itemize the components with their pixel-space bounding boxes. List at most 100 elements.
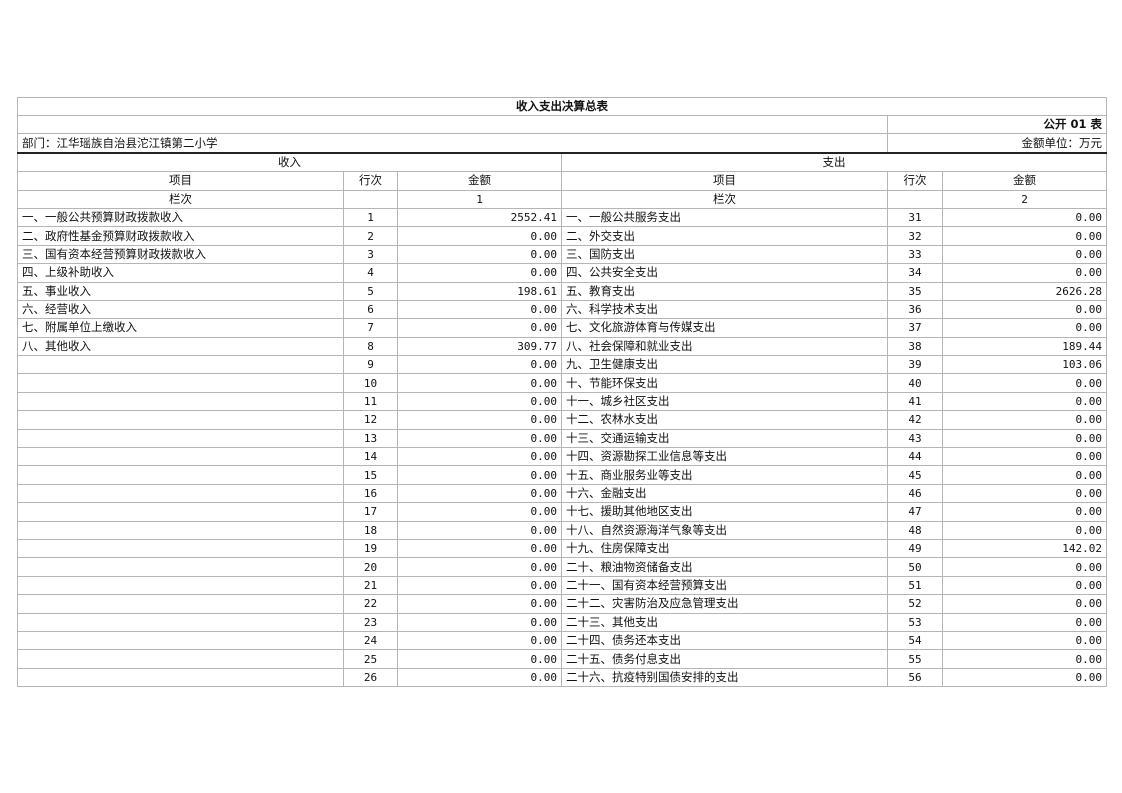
- income-expense-summary-table: 收入支出决算总表 公开 01 表 部门：江华瑶族自治县沱江镇第二小学 金额单位：万…: [16, 97, 1108, 688]
- table-row: 25 0.00 二十五、债务付息支出 55 0.00: [17, 649, 1108, 669]
- expense-item-cell: 十五、商业服务业等支出: [561, 465, 888, 485]
- table-row: 14 0.00 十四、资源勘探工业信息等支出 44 0.00: [17, 447, 1108, 467]
- expense-amount-header: 金额: [941, 171, 1108, 191]
- expense-line-cell: 44: [887, 447, 943, 467]
- table-row: 15 0.00 十五、商业服务业等支出 45 0.00: [17, 465, 1108, 485]
- income-line-cell: 15: [343, 465, 398, 485]
- income-line-cell: 8: [343, 336, 398, 357]
- expense-line-cell: 45: [887, 465, 943, 485]
- expense-item-cell: 十三、交通运输支出: [561, 428, 888, 449]
- expense-amount-cell: 0.00: [941, 207, 1108, 228]
- income-amount-cell: 0.00: [397, 557, 562, 577]
- income-amount-cell: 0.00: [397, 428, 562, 449]
- expense-amount-cell: 0.00: [941, 483, 1108, 504]
- income-col-number: 1: [397, 189, 562, 209]
- expense-item-cell: 十八、自然资源海洋气象等支出: [561, 520, 888, 540]
- income-item-cell: [17, 612, 344, 632]
- income-line-cell: 9: [343, 355, 398, 375]
- expense-line-cell: 55: [887, 649, 943, 669]
- income-item-cell: [17, 630, 344, 651]
- income-item-cell: [17, 502, 344, 522]
- income-line-cell: 3: [343, 244, 398, 265]
- table-row: 七、附属单位上缴收入 7 0.00 七、文化旅游体育与传媒支出 37 0.00: [17, 318, 1108, 338]
- income-amount-cell: 309.77: [397, 336, 562, 357]
- expense-amount-cell: 0.00: [941, 630, 1108, 651]
- expense-item-cell: 二十五、债务付息支出: [561, 649, 888, 669]
- expense-item-cell: 五、教育支出: [561, 281, 888, 301]
- expense-line-cell: 54: [887, 630, 943, 651]
- expense-item-cell: 二十六、抗疫特别国债安排的支出: [561, 667, 888, 688]
- income-amount-cell: 0.00: [397, 263, 562, 283]
- table-row: 9 0.00 九、卫生健康支出 39 103.06: [17, 355, 1108, 375]
- expense-item-cell: 二、外交支出: [561, 226, 888, 246]
- income-item-cell: [17, 520, 344, 540]
- income-item-cell: [17, 667, 344, 688]
- income-amount-cell: 0.00: [397, 318, 562, 338]
- expense-item-cell: 一、一般公共服务支出: [561, 207, 888, 228]
- expense-line-cell: 33: [887, 244, 943, 265]
- income-item-cell: [17, 410, 344, 430]
- expense-line-cell: 47: [887, 502, 943, 522]
- income-line-header: 行次: [343, 171, 398, 191]
- expense-amount-cell: 0.00: [941, 520, 1108, 540]
- expense-line-cell: 49: [887, 538, 943, 559]
- income-amount-cell: 0.00: [397, 538, 562, 559]
- expense-item-cell: 二十四、债务还本支出: [561, 630, 888, 651]
- expense-item-cell: 十一、城乡社区支出: [561, 391, 888, 412]
- expense-item-cell: 十七、援助其他地区支出: [561, 502, 888, 522]
- expense-item-cell: 十四、资源勘探工业信息等支出: [561, 447, 888, 467]
- table-row: 五、事业收入 5 198.61 五、教育支出 35 2626.28: [17, 281, 1108, 301]
- expense-line-cell: 43: [887, 428, 943, 449]
- table-row: 六、经营收入 6 0.00 六、科学技术支出 36 0.00: [17, 299, 1108, 320]
- expense-line-cell: 40: [887, 373, 943, 393]
- expense-amount-cell: 0.00: [941, 318, 1108, 338]
- expense-amount-cell: 0.00: [941, 649, 1108, 669]
- income-amount-cell: 0.00: [397, 299, 562, 320]
- expense-line-cell: 51: [887, 575, 943, 596]
- table-row: 10 0.00 十、节能环保支出 40 0.00: [17, 373, 1108, 393]
- income-item-cell: 四、上级补助收入: [17, 263, 344, 283]
- expense-line-cell: 53: [887, 612, 943, 632]
- income-amount-cell: 0.00: [397, 226, 562, 246]
- expense-amount-cell: 0.00: [941, 612, 1108, 632]
- income-amount-cell: 0.00: [397, 594, 562, 614]
- income-item-cell: 八、其他收入: [17, 336, 344, 357]
- expense-col-number: 2: [941, 189, 1108, 209]
- income-line-cell: 18: [343, 520, 398, 540]
- department-label: 部门：江华瑶族自治县沱江镇第二小学: [17, 133, 888, 154]
- income-amount-cell: 198.61: [397, 281, 562, 301]
- income-line-cell: 4: [343, 263, 398, 283]
- income-line-cell: 16: [343, 483, 398, 504]
- table-title: 收入支出决算总表: [16, 97, 1108, 116]
- table-row: 23 0.00 二十三、其他支出 53 0.00: [17, 612, 1108, 632]
- income-seq-label: 栏次: [17, 189, 344, 209]
- income-line-cell: 13: [343, 428, 398, 449]
- expense-item-cell: 八、社会保障和就业支出: [561, 336, 888, 357]
- income-amount-cell: 0.00: [397, 465, 562, 485]
- income-amount-cell: 0.00: [397, 244, 562, 265]
- income-line-cell: 17: [343, 502, 398, 522]
- expense-item-cell: 六、科学技术支出: [561, 299, 888, 320]
- expense-amount-cell: 0.00: [941, 391, 1108, 412]
- expense-item-cell: 二十、粮油物资储备支出: [561, 557, 888, 577]
- expense-item-cell: 三、国防支出: [561, 244, 888, 265]
- table-row: 17 0.00 十七、援助其他地区支出 47 0.00: [17, 502, 1108, 522]
- income-line-cell: 11: [343, 391, 398, 412]
- expense-amount-cell: 0.00: [941, 373, 1108, 393]
- expense-line-cell: 32: [887, 226, 943, 246]
- expense-amount-cell: 0.00: [941, 502, 1108, 522]
- expense-amount-cell: 0.00: [941, 465, 1108, 485]
- income-line-cell: 24: [343, 630, 398, 651]
- expense-amount-cell: 0.00: [941, 428, 1108, 449]
- income-item-cell: [17, 355, 344, 375]
- expense-amount-cell: 0.00: [941, 667, 1108, 688]
- income-item-cell: 五、事业收入: [17, 281, 344, 301]
- expense-item-cell: 十、节能环保支出: [561, 373, 888, 393]
- income-item-cell: [17, 447, 344, 467]
- expense-item-cell: 九、卫生健康支出: [561, 355, 888, 375]
- income-item-cell: 二、政府性基金预算财政拨款收入: [17, 226, 344, 246]
- income-item-cell: 一、一般公共预算财政拨款收入: [17, 207, 344, 228]
- table-row: 24 0.00 二十四、债务还本支出 54 0.00: [17, 630, 1108, 651]
- expense-header: 支出: [560, 152, 1108, 173]
- income-line-cell: 5: [343, 281, 398, 301]
